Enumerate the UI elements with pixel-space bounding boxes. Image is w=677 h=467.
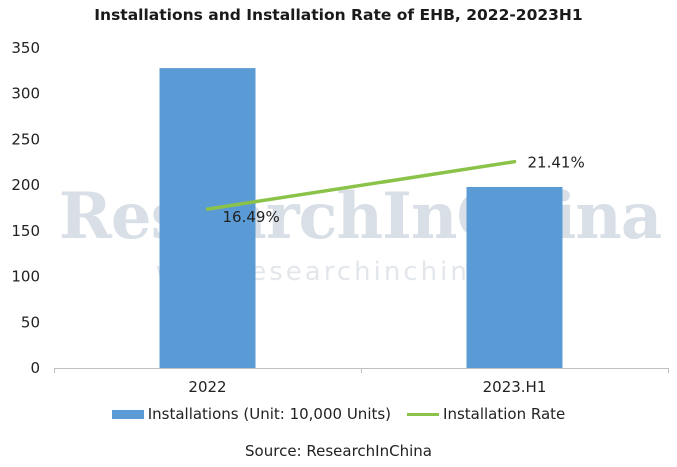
bar (159, 68, 256, 368)
watermark: ResearchInChina www.researchinchina.com (59, 179, 663, 287)
y-tick-label: 300 (11, 85, 40, 103)
legend-item-installations: Installations (Unit: 10,000 Units) (111, 405, 392, 423)
y-tick-label: 0 (30, 359, 40, 377)
y-tick-label: 100 (11, 268, 40, 286)
bar (466, 186, 563, 368)
data-label: 16.49% (223, 208, 280, 226)
y-tick-label: 200 (11, 176, 40, 194)
y-tick-label: 150 (11, 222, 40, 240)
y-axis: 0 50 100 150 200 250 300 350 (11, 39, 40, 377)
line-series: 16.49% 21.41% (205, 154, 585, 226)
bar-series (159, 68, 563, 368)
y-tick-label: 350 (11, 39, 40, 57)
source-note: Source: ResearchInChina (245, 442, 432, 460)
y-tick-label: 50 (21, 313, 40, 331)
legend: Installations (Unit: 10,000 Units) Insta… (0, 405, 677, 423)
data-label: 21.41% (528, 154, 585, 172)
x-axis: 2022 2023.H1 (54, 368, 669, 396)
legend-label-rate: Installation Rate (443, 405, 566, 423)
legend-item-rate: Installation Rate (407, 405, 565, 423)
legend-swatch-line (407, 412, 440, 416)
legend-swatch-bar (111, 409, 144, 419)
chart-title: Installations and Installation Rate of E… (94, 6, 583, 24)
watermark-brand: ResearchInChina (59, 179, 662, 254)
y-tick-label: 250 (11, 130, 40, 148)
x-tick-label: 2023.H1 (483, 378, 547, 396)
rate-line (205, 159, 517, 211)
legend-label-installations: Installations (Unit: 10,000 Units) (147, 405, 392, 423)
x-tick-label: 2022 (188, 378, 226, 396)
